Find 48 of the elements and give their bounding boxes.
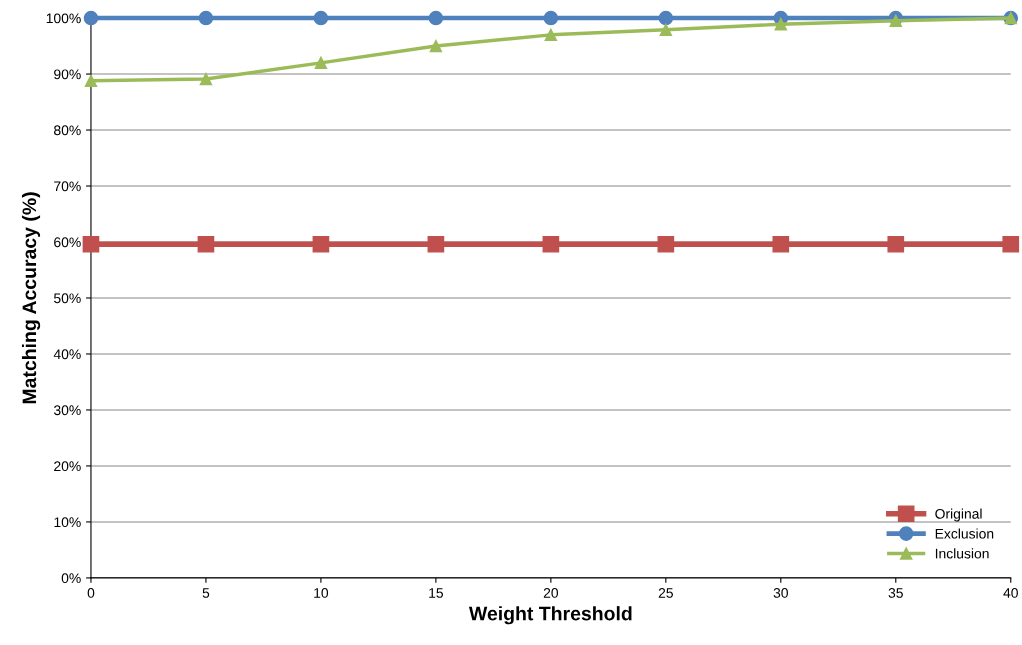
point <box>887 235 905 253</box>
point <box>543 10 559 26</box>
x-tick-label: 35 <box>888 588 903 598</box>
x-tick-label: 20 <box>543 588 559 598</box>
point <box>659 23 673 37</box>
y-tick-label: 60% <box>54 237 81 248</box>
point <box>544 28 558 42</box>
point <box>83 10 99 26</box>
y-tick-label: 30% <box>53 405 81 416</box>
x-tick-label: 25 <box>658 588 673 598</box>
point <box>657 235 675 253</box>
point <box>82 235 100 253</box>
point <box>772 235 790 253</box>
x-tick-label: 15 <box>429 588 444 598</box>
y-tick-label: 100% <box>46 13 81 24</box>
point <box>84 74 98 88</box>
x-tick-label: 40 <box>1003 588 1018 598</box>
y-tick-label: 40% <box>53 349 81 360</box>
point <box>197 235 215 253</box>
point <box>1002 235 1020 253</box>
legend-label: Exclusion <box>935 528 994 539</box>
y-tick-label: 90% <box>54 69 81 80</box>
point <box>429 39 443 53</box>
point <box>542 235 560 253</box>
point <box>889 14 903 28</box>
x-axis-title: Weight Threshold <box>468 606 632 625</box>
x-tick-label: 0 <box>87 588 95 598</box>
legend-label: Original <box>935 508 982 522</box>
y-tick-label: 0% <box>61 573 81 584</box>
x-tick-label: 10 <box>314 588 329 598</box>
x-tick-label: 5 <box>202 588 210 598</box>
point <box>199 72 213 86</box>
y-tick-label: 50% <box>53 293 81 304</box>
point <box>774 17 788 31</box>
x-tick-label: 30 <box>773 588 788 598</box>
y-tick-label: 80% <box>54 125 81 136</box>
point <box>427 235 445 253</box>
point <box>313 10 329 26</box>
y-tick-label: 10% <box>54 517 81 528</box>
point <box>658 10 674 26</box>
point <box>312 235 330 253</box>
point <box>428 10 444 26</box>
y-tick-label: 20% <box>54 461 81 472</box>
legend-label: Inclusion <box>935 548 989 559</box>
y-tick-label: 70% <box>54 181 81 192</box>
y-axis-title: Matching Accuracy (%) <box>21 192 41 404</box>
point <box>314 56 328 70</box>
point <box>198 10 214 26</box>
